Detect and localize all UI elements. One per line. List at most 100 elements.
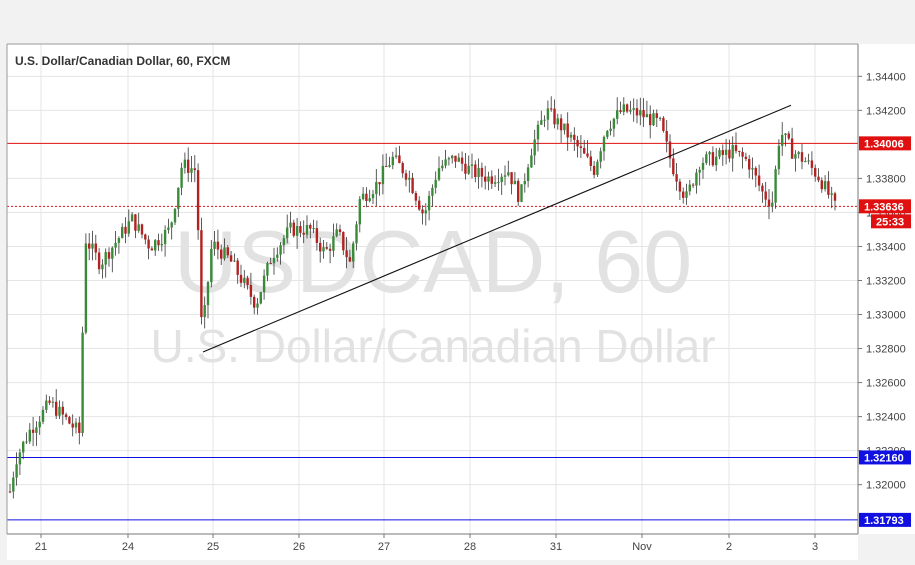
candle-body-down	[378, 182, 381, 185]
candle-body-up	[41, 409, 45, 422]
level-tag-label: 1.34006	[864, 138, 904, 150]
candle-body-up	[81, 332, 84, 433]
candle-body-down	[48, 400, 51, 403]
candle-body-up	[289, 222, 292, 228]
candle-body-down	[292, 222, 295, 236]
candle-body-up	[715, 156, 718, 166]
candle-body-up	[358, 199, 361, 225]
candle-body-down	[107, 252, 111, 259]
candle-body-down	[68, 417, 71, 424]
countdown-tag-label: 25:33	[876, 216, 904, 228]
candle-body-down	[490, 176, 493, 184]
candle-body-up	[286, 227, 289, 239]
candle-body-up	[394, 155, 398, 157]
candle-body-down	[338, 229, 342, 233]
candle-body-down	[454, 155, 457, 162]
candle-body-down	[635, 108, 639, 116]
candle-body-down	[325, 247, 328, 249]
candle-body-up	[629, 109, 632, 112]
candle-body-down	[144, 234, 147, 240]
candle-body-down	[728, 149, 731, 159]
time-tick-label: 25	[207, 541, 219, 553]
candle-body-up	[431, 187, 434, 196]
candle-body-up	[213, 241, 216, 249]
candle-body-down	[302, 232, 305, 235]
candle-body-up	[622, 104, 625, 112]
candle-body-down	[649, 114, 652, 126]
candle-body-up	[441, 165, 444, 169]
candle-body-down	[553, 108, 556, 125]
candle-body-down	[827, 181, 830, 195]
candle-body-up	[523, 180, 526, 185]
candle-body-up	[305, 225, 309, 235]
candle-body-down	[711, 152, 715, 166]
candle-body-up	[685, 191, 688, 198]
candle-body-up	[569, 134, 573, 138]
candle-body-down	[246, 278, 249, 285]
candle-body-up	[705, 154, 708, 163]
candle-body-down	[764, 191, 767, 200]
candle-body-up	[797, 152, 800, 155]
candle-body-down	[734, 145, 738, 152]
candle-body-up	[609, 128, 612, 131]
candle-body-down	[134, 214, 137, 231]
candle-body-down	[71, 423, 74, 428]
candle-body-down	[741, 151, 744, 157]
candle-body-down	[592, 165, 596, 175]
candle-body-up	[774, 169, 777, 203]
candle-body-up	[500, 176, 503, 183]
candle-body-up	[804, 161, 807, 163]
candle-body-down	[319, 242, 322, 252]
candle-body-up	[701, 162, 705, 170]
candle-body-down	[78, 422, 81, 433]
trendline[interactable]	[202, 104, 792, 353]
candle-body-down	[342, 232, 345, 251]
candle-body-up	[599, 151, 602, 162]
level-tag-label: 1.31793	[864, 515, 904, 527]
candle-body-up	[616, 110, 619, 119]
candle-body-up	[437, 168, 441, 180]
candle-body-up	[160, 243, 163, 246]
candle-body-up	[724, 149, 728, 155]
candle-body-up	[266, 263, 269, 276]
candle-body-up	[259, 292, 262, 304]
candle-body-down	[810, 160, 814, 168]
candle-body-up	[243, 278, 246, 283]
candle-body-up	[167, 227, 170, 230]
candle-body-up	[536, 124, 540, 140]
candle-body-up	[493, 182, 497, 184]
candle-body-down	[421, 209, 424, 214]
candle-body-down	[220, 249, 223, 259]
candle-body-up	[35, 427, 38, 433]
price-tick-label: 1.32000	[866, 480, 906, 492]
candle-body-up	[520, 184, 523, 202]
time-tick-label: 3	[812, 541, 818, 553]
candle-body-up	[276, 254, 279, 258]
candle-body-up	[210, 248, 213, 283]
candle-body-down	[236, 260, 239, 275]
candle-body-down	[249, 284, 253, 297]
candle-body-down	[411, 177, 414, 194]
candle-body-up	[695, 172, 698, 186]
candle-body-down	[579, 146, 583, 148]
candle-body-up	[391, 156, 394, 166]
price-tick-label: 1.32800	[866, 344, 906, 356]
candle-body-up	[540, 120, 543, 125]
price-tick-label: 1.32600	[866, 378, 906, 390]
watermark-name: U.S. Dollar/Canadian Dollar	[150, 320, 715, 372]
candle-body-up	[38, 421, 41, 428]
candle-body-down	[196, 170, 200, 231]
candle-body-down	[678, 181, 682, 192]
candle-body-up	[533, 139, 536, 156]
candle-body-down	[576, 139, 579, 147]
level-tag-resistance	[859, 136, 911, 151]
candle-body-down	[97, 252, 101, 270]
candle-body-up	[233, 260, 236, 262]
candle-body-down	[474, 164, 477, 178]
level-tag-label: 1.32160	[864, 452, 904, 464]
candle-body-up	[497, 182, 500, 184]
candle-body-up	[121, 226, 124, 239]
candle-body-down	[31, 429, 35, 433]
